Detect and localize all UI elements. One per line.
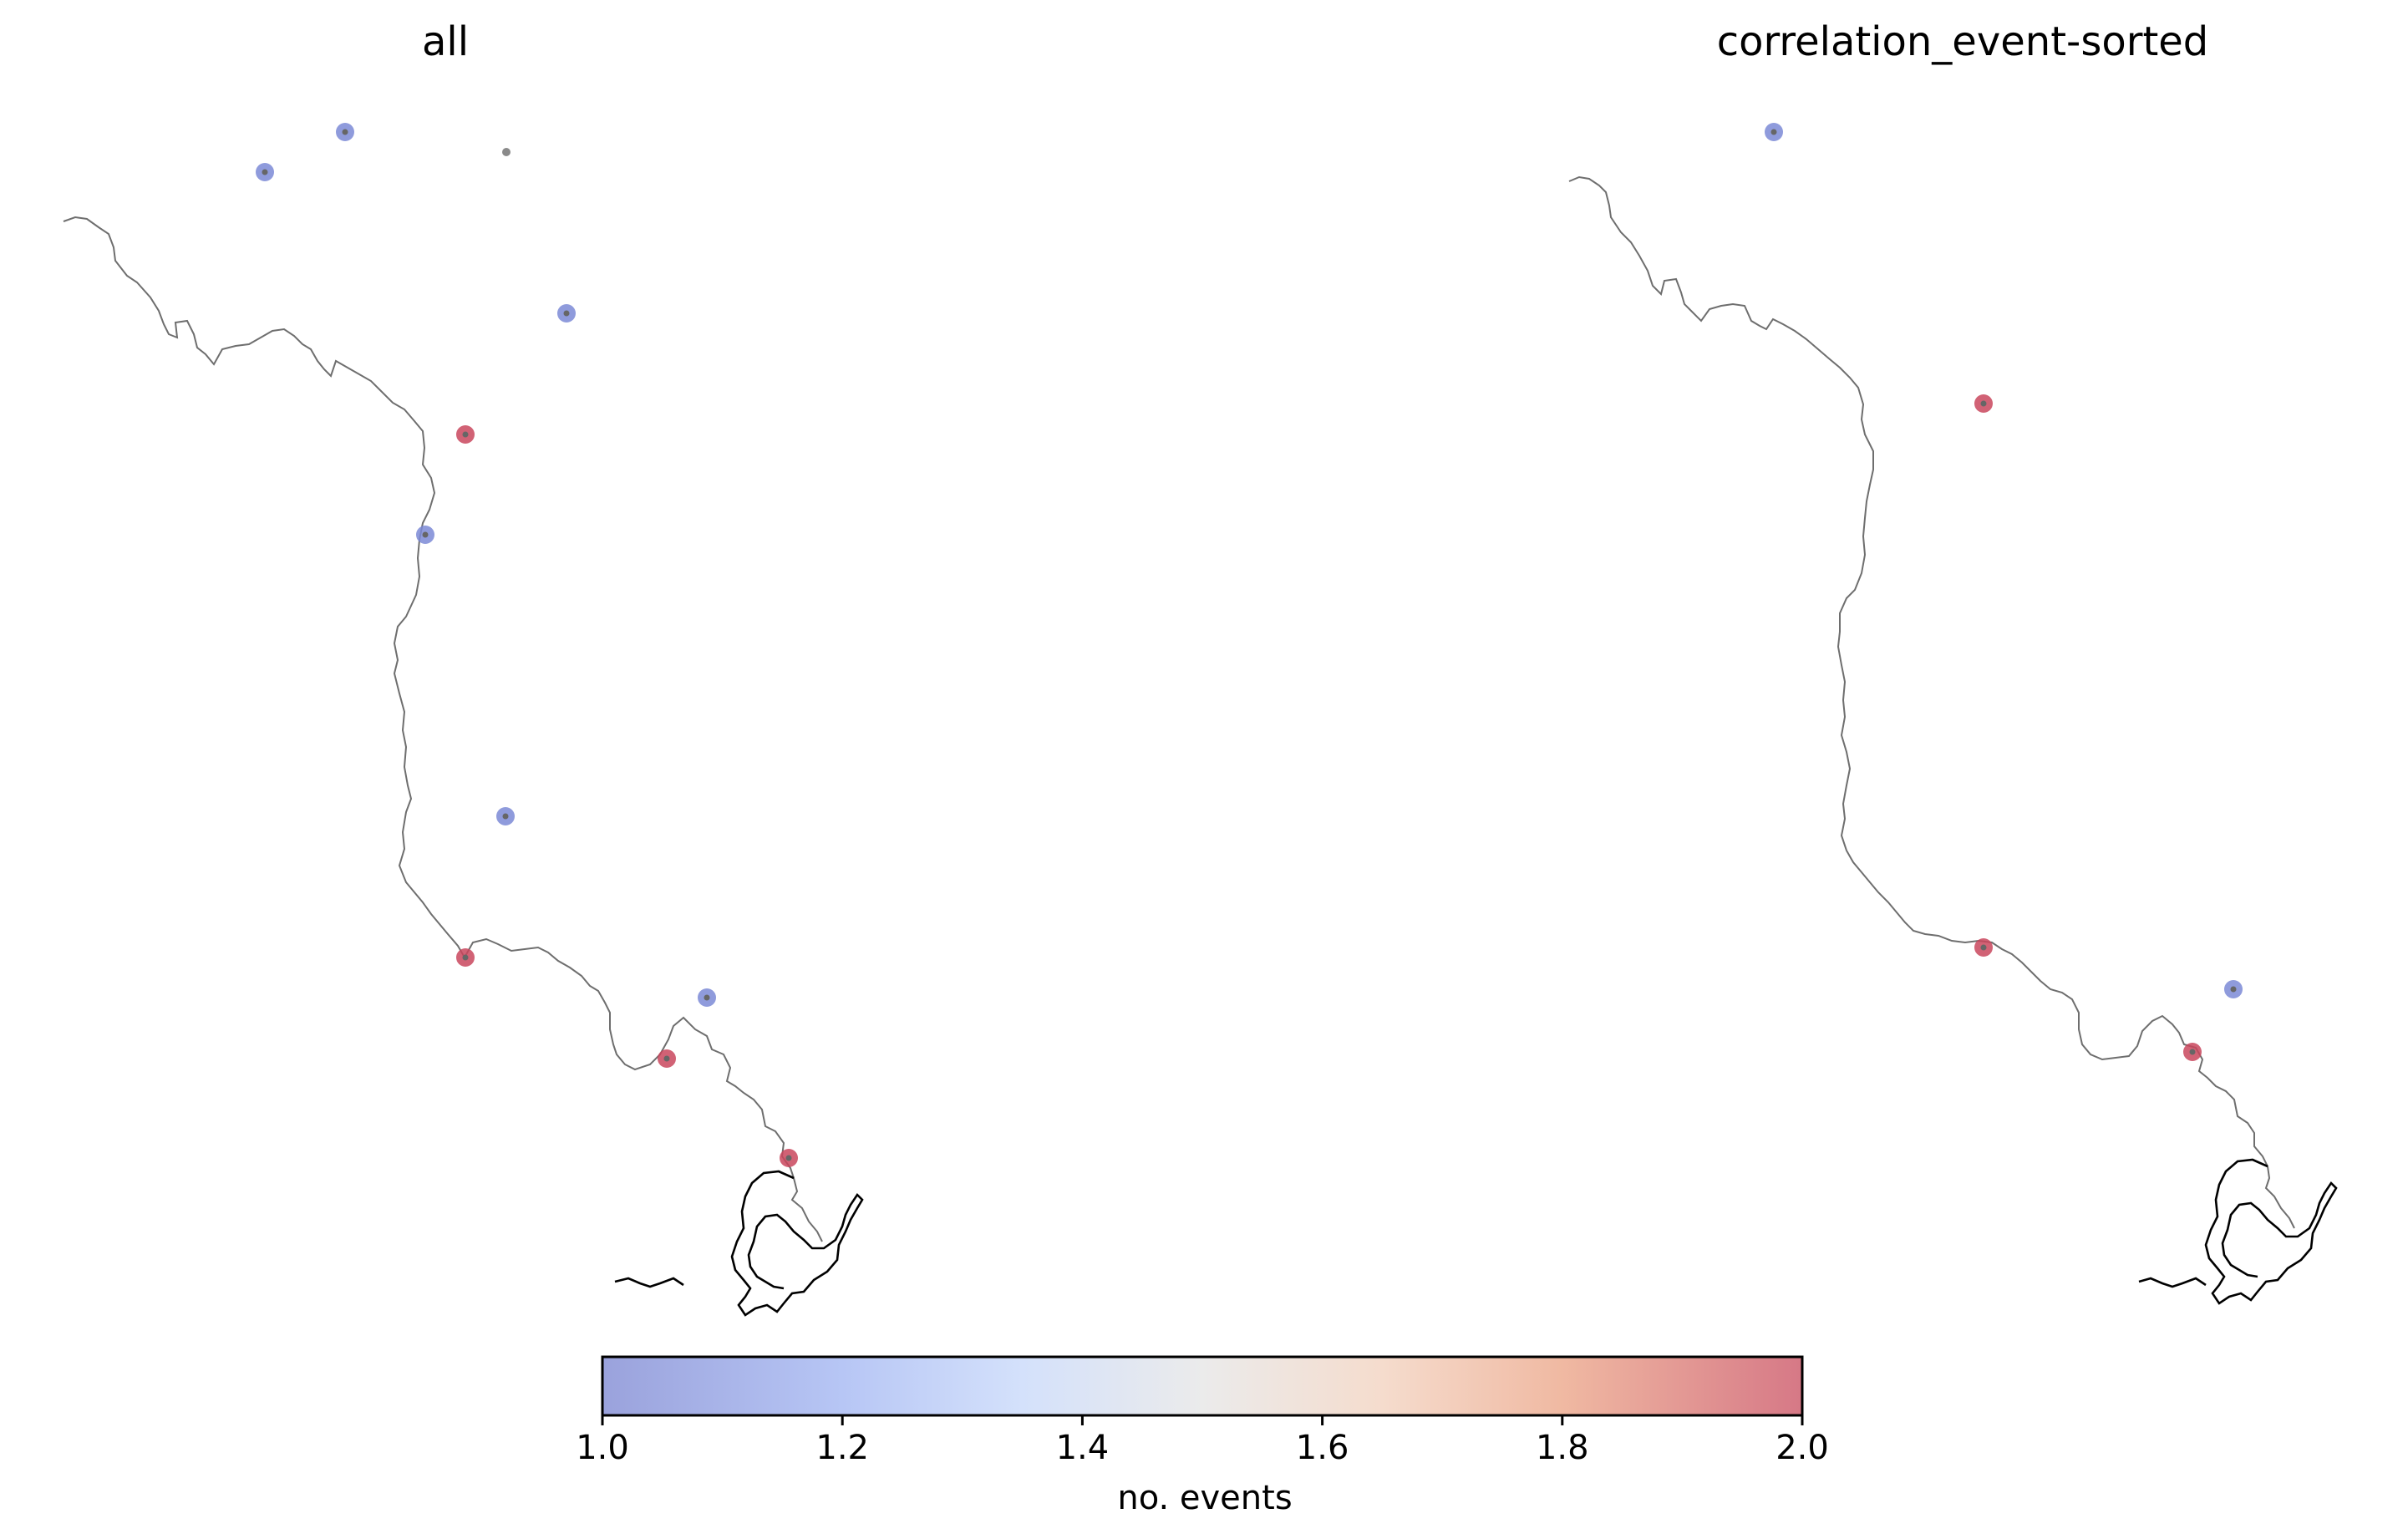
colorbar xyxy=(601,1355,1804,1425)
map-panel-all xyxy=(63,216,864,1317)
panel-title-correlation: correlation_event-sorted xyxy=(1716,18,2209,65)
station-center-dot xyxy=(1980,400,1987,407)
colorbar-label: no. events xyxy=(1117,1479,1293,1517)
colorbar-gradient xyxy=(601,1355,1804,1417)
colorbar-tick-label: 1.0 xyxy=(576,1429,629,1467)
station-center-dot xyxy=(342,129,348,135)
station-center-dot xyxy=(704,994,710,1001)
coastline-left xyxy=(63,216,823,1242)
station-center-dot xyxy=(262,169,268,175)
coastline-fragment-right xyxy=(2138,1277,2207,1288)
stations-layer-all xyxy=(256,123,798,1167)
inlet-outline-left xyxy=(730,1170,864,1317)
station-center-dot xyxy=(462,431,469,438)
colorbar-tick-label: 1.2 xyxy=(815,1429,869,1467)
inlet-outline-right xyxy=(2204,1158,2338,1305)
station-center-dot xyxy=(422,531,429,538)
colorbar-tick-label: 1.4 xyxy=(1055,1429,1110,1467)
station-center-dot xyxy=(1980,944,1987,951)
station-center-dot xyxy=(785,1155,792,1161)
panel-title-all: all xyxy=(421,18,470,65)
station-center-dot xyxy=(1770,129,1777,135)
station-center-dot xyxy=(563,310,570,317)
station-center-dot xyxy=(663,1055,670,1062)
station-center-dot xyxy=(462,954,469,961)
colorbar-tick-label: 2.0 xyxy=(1776,1429,1829,1467)
colorbar-tick-label: 1.6 xyxy=(1295,1429,1349,1467)
station-center-dot xyxy=(2230,986,2237,993)
minor-station-marker xyxy=(502,148,511,156)
coastline-fragment-left xyxy=(614,1277,684,1288)
coastline-right xyxy=(1568,175,2295,1229)
colorbar-ticks xyxy=(601,1415,1804,1425)
station-center-dot xyxy=(2189,1049,2196,1055)
stations-layer-correlation xyxy=(1765,123,2243,1061)
map-panel-correlation xyxy=(1568,175,2338,1305)
colorbar-tick-label: 1.8 xyxy=(1535,1429,1589,1467)
station-center-dot xyxy=(502,813,509,820)
